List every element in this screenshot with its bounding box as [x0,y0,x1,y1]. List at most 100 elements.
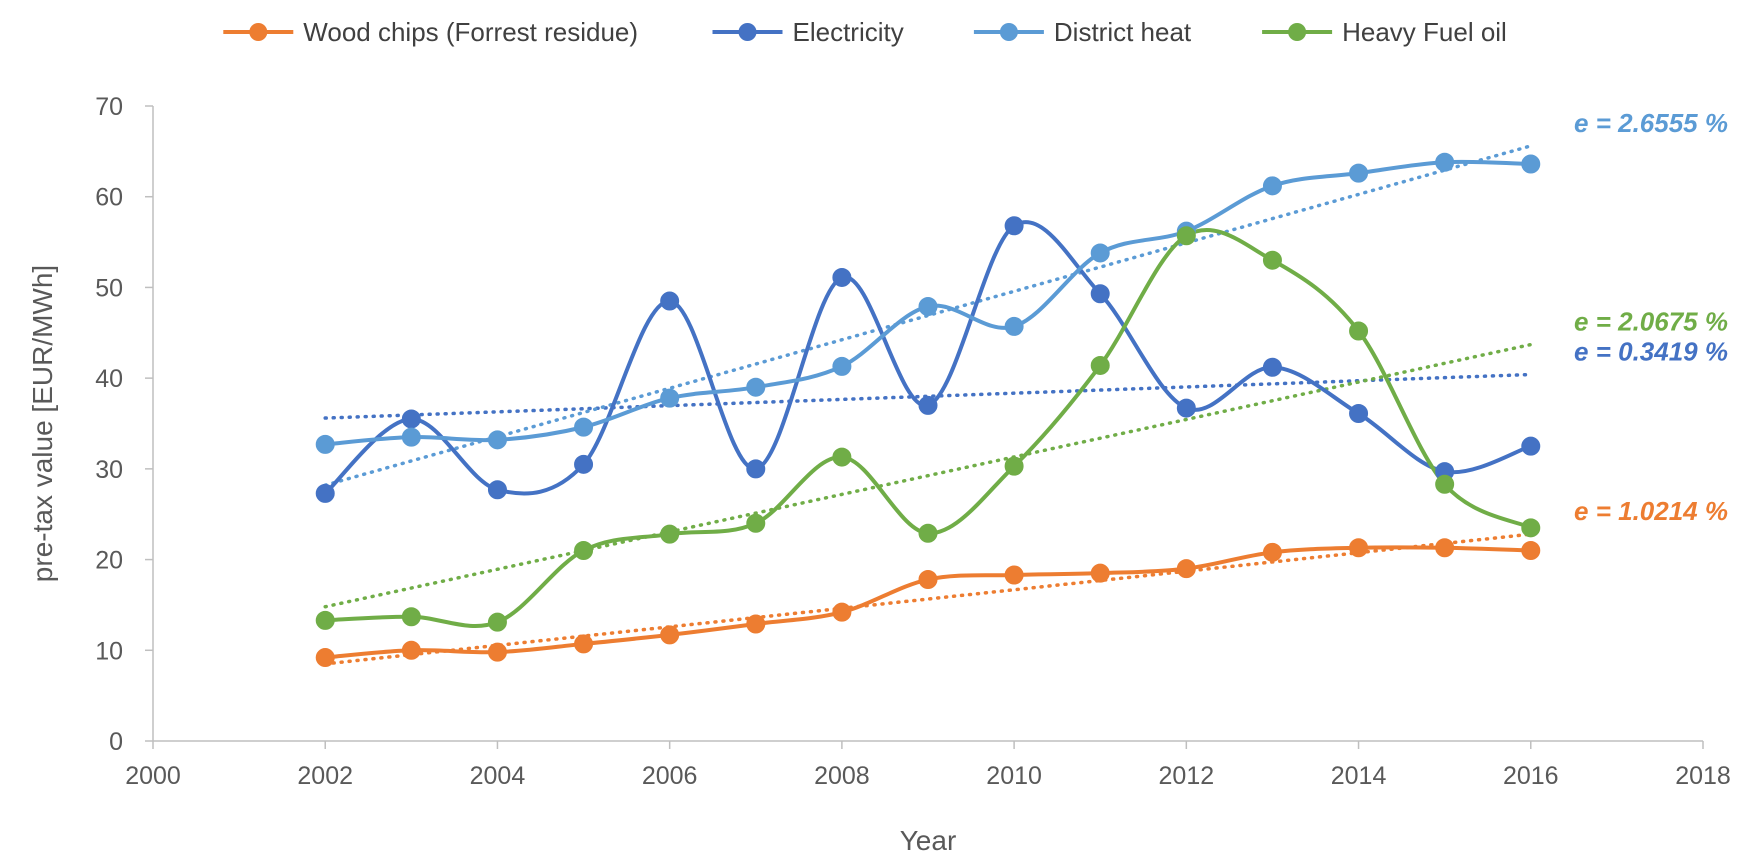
series-4-trendline [323,342,1533,609]
series-4-point [660,524,680,544]
annotations: e = 1.0214 % e = 0.3419 % e = 2.6555 % e = … [1574,108,1728,526]
series-2-point [1521,436,1541,456]
legend-item-1-marker [249,23,268,41]
x-tick-label: 2012 [1159,762,1215,790]
series-2-point [660,291,680,311]
series-1-point [1090,563,1110,583]
series-1-point [832,602,852,622]
y-tick-label: 20 [95,547,123,575]
data-points [315,152,1541,668]
series-4-point [1262,250,1282,270]
series-4-point [746,513,766,533]
series-2-point [1090,284,1110,304]
series-4-point [832,447,852,467]
y-tick-label: 0 [109,728,123,756]
series-2-point [832,267,852,287]
series-2-point [1349,404,1369,424]
legend-item-4-label: Heavy Fuel oil [1342,17,1507,47]
y-tick-label: 70 [95,93,123,121]
x-tick-label: 2014 [1331,762,1387,790]
series-4-point [487,612,507,632]
series-2-point [315,483,335,503]
y-tick-label: 50 [95,274,123,302]
y-tick-label: 60 [95,184,123,212]
series-3-annotation: e = 2.6555 % [1574,108,1728,138]
x-tick-label: 2008 [814,762,870,790]
series-3-point [1262,176,1282,196]
legend-item-1-label: Wood chips (Forrest residue) [303,17,638,47]
y-axis-title: pre-tax value [EUR/MWh] [27,265,58,582]
x-tick-label: 2010 [986,762,1042,790]
series-3-point [1090,243,1110,263]
series-2-point [746,459,766,479]
series-1-point [1004,565,1024,585]
series-1-point [315,648,335,668]
series-1-annotation: e = 1.0214 % [1574,496,1728,526]
series-1-point [574,634,594,654]
legend-item-2-marker [738,23,757,41]
x-axis-title: Year [900,825,957,856]
series-3-point [487,430,507,450]
series-4-line [325,228,1532,628]
series-1-point [660,625,680,645]
series-3-point [315,434,335,454]
series-2-trendline [323,372,1533,420]
series-3-point [832,356,852,376]
series-1-point [1176,559,1196,579]
legend-item-3-marker [999,23,1018,41]
axes: 0 10 20 30 40 50 60 70 2000 2002 2004 2006 2008 2010 2… [95,93,1731,790]
series-2-point [487,480,507,500]
series-1-point [1349,538,1369,558]
legend-item-2-label: Electricity [793,17,904,47]
series-2-annotation: e = 0.3419 % [1574,337,1728,367]
series-2-point [918,395,938,415]
series-3-point [1349,163,1369,183]
series-3-point [660,388,680,408]
series-1-point [918,570,938,590]
y-tick-label: 40 [95,365,123,393]
y-tick-label: 30 [95,456,123,484]
series-1-point [487,642,507,662]
legend-item-4-marker [1288,23,1307,41]
series-2-point [1262,357,1282,377]
y-tick-label: 10 [95,637,123,665]
x-tick-label: 2018 [1675,762,1731,790]
series-3-point [1004,316,1024,336]
series-3-point [401,427,421,447]
x-tick-label: 2006 [642,762,698,790]
series-4-point [1521,518,1541,538]
series-1-point [401,640,421,660]
series-4-point [315,610,335,630]
series-3-point [918,296,938,316]
series-3-point [1521,154,1541,174]
series-1-point [1262,542,1282,562]
series-4-annotation: e = 2.0675 % [1574,307,1728,337]
series-1-trendline [323,532,1533,666]
series-4-point [1435,474,1455,494]
x-tick-label: 2000 [125,762,181,790]
series-4-point [1176,226,1196,246]
series-4-point [1004,456,1024,476]
series-2-point [401,409,421,429]
x-tick-label: 2016 [1503,762,1559,790]
series-1-line [325,545,1531,660]
series-1-point [746,614,766,634]
series-3-point [746,377,766,397]
series-2-point [1176,398,1196,418]
series-4-point [574,541,594,560]
series-4-point [401,607,421,627]
x-tick-label: 2004 [470,762,526,790]
series-1-point [1521,541,1541,560]
series-4-point [918,523,938,543]
series-3-point [574,417,594,437]
series-2-point [1004,216,1024,236]
series-2-point [574,454,594,474]
series-4-point [1349,321,1369,341]
legend: Wood chips (Forrest residue) Electricity D… [223,17,1507,47]
series-3-point [1435,152,1455,172]
series-4-point [1090,355,1110,375]
legend-item-3-label: District heat [1054,17,1192,47]
series-1-point [1435,538,1455,558]
